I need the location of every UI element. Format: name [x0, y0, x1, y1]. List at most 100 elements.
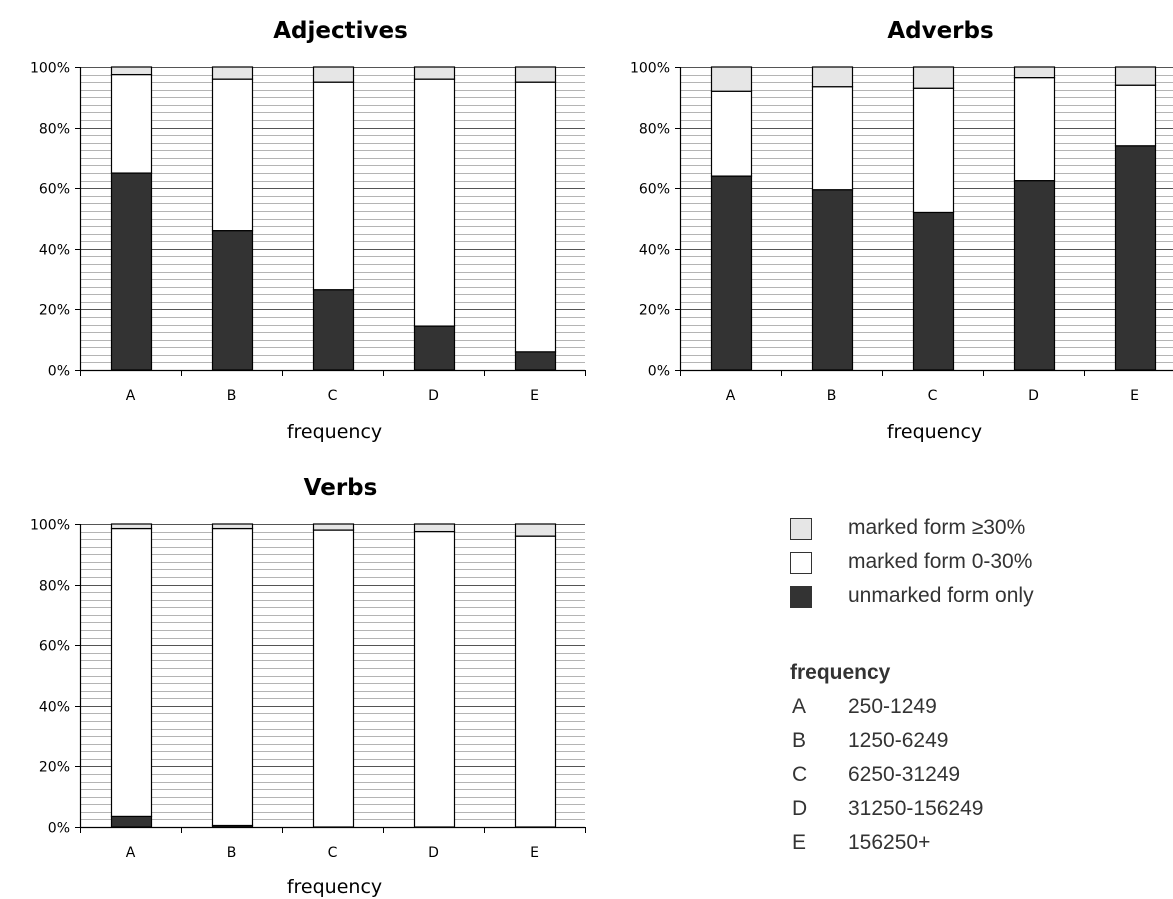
- y-tick-label: 80%: [639, 122, 670, 138]
- frequency-key-letter: B: [792, 729, 807, 752]
- bar-segment-unmarked: [1114, 145, 1157, 371]
- x-tick-label: E: [1130, 388, 1139, 404]
- bar-segment-marked-30: [811, 66, 854, 88]
- bar-segment-marked-0-30: [312, 529, 355, 828]
- frequency-key-letter: E: [792, 831, 807, 854]
- frequency-key-range: 156250+: [848, 831, 931, 854]
- x-tick-label: D: [428, 388, 439, 404]
- legend-swatch-unmarked: [790, 586, 812, 608]
- x-tick-label: C: [328, 388, 338, 404]
- x-tick-label: A: [126, 845, 136, 861]
- bar-segment-marked-30: [413, 523, 456, 533]
- y-tick-label: 40%: [639, 243, 670, 259]
- bar-segment-marked-0-30: [211, 527, 254, 827]
- x-axis-label: frequency: [287, 421, 382, 443]
- bar-segment-marked-0-30: [710, 90, 753, 177]
- bar-segment-marked-0-30: [514, 81, 557, 353]
- y-tick-label: 100%: [30, 61, 70, 77]
- y-tick-label: 60%: [639, 182, 670, 198]
- chart-panel: 0% 20% 40% 60% 80% 100% A B C D E Verbs frequency: [30, 475, 586, 898]
- bar-segment-marked-0-30: [912, 87, 955, 214]
- legend-label-marked-30: marked form ≥30%: [848, 516, 1026, 539]
- chart-title: Adverbs: [887, 18, 993, 44]
- y-tick-label: 100%: [630, 61, 670, 77]
- x-tick-label: B: [827, 388, 837, 404]
- bar-segment-marked-0-30: [811, 86, 854, 191]
- bar-segment-marked-30: [110, 66, 153, 76]
- bar-segment-marked-30: [312, 523, 355, 531]
- y-tick-label: 20%: [39, 760, 70, 776]
- bar-segment-marked-0-30: [413, 78, 456, 327]
- chart-title: Adjectives: [273, 18, 408, 44]
- x-axis-label: frequency: [887, 421, 982, 443]
- y-tick-label: 0%: [48, 821, 70, 837]
- bar-segment-unmarked: [1013, 180, 1056, 371]
- y-tick-label: 60%: [39, 639, 70, 655]
- x-tick-label: E: [530, 388, 539, 404]
- legend-label-unmarked: unmarked form only: [848, 584, 1034, 607]
- frequency-key-range: 1250-6249: [848, 729, 949, 752]
- bar-segment-marked-30: [211, 66, 254, 80]
- frequency-key-title: frequency: [790, 661, 891, 684]
- legend-swatch-marked-30: [790, 518, 812, 540]
- bar-segment-unmarked: [110, 815, 153, 828]
- bar-segment-marked-0-30: [211, 78, 254, 232]
- frequency-key-letter: A: [792, 695, 807, 718]
- bar-segment-marked-30: [110, 523, 153, 530]
- bar-segment-marked-0-30: [1013, 77, 1056, 182]
- x-tick-label: E: [530, 845, 539, 861]
- bar-segment-marked-0-30: [1114, 84, 1157, 147]
- bar-segment-marked-30: [1013, 66, 1056, 79]
- y-tick-label: 20%: [39, 303, 70, 319]
- frequency-key-range: 31250-156249: [848, 797, 984, 820]
- chart-panel: 0% 20% 40% 60% 80% 100% A B C D E Adjectives frequen…: [30, 18, 586, 443]
- bar-segment-marked-30: [413, 66, 456, 80]
- y-tick-label: 80%: [39, 579, 70, 595]
- x-tick-label: B: [227, 845, 237, 861]
- x-tick-label: C: [328, 845, 338, 861]
- y-tick-label: 80%: [39, 122, 70, 138]
- legend-label-marked-0-30: marked form 0-30%: [848, 550, 1033, 573]
- bar-segment-marked-30: [211, 523, 254, 530]
- bar-segment-marked-30: [710, 66, 753, 92]
- bar-segment-marked-30: [514, 66, 557, 83]
- bar-segment-marked-30: [1114, 66, 1157, 86]
- x-tick-label: A: [126, 388, 136, 404]
- legend-swatch-marked-0-30: [790, 552, 812, 574]
- x-tick-label: D: [428, 845, 439, 861]
- bar-segment-marked-0-30: [312, 81, 355, 291]
- x-tick-label: A: [726, 388, 736, 404]
- y-tick-label: 40%: [39, 700, 70, 716]
- bar-segment-unmarked: [211, 230, 254, 371]
- y-tick-label: 0%: [48, 364, 70, 380]
- y-tick-label: 40%: [39, 243, 70, 259]
- frequency-key-range: 6250-31249: [848, 763, 961, 786]
- bar-segment-unmarked: [912, 211, 955, 371]
- bar-segment-marked-0-30: [110, 73, 153, 174]
- bar-segment-unmarked: [514, 351, 557, 371]
- bar-segment-marked-0-30: [110, 527, 153, 817]
- y-tick-label: 60%: [39, 182, 70, 198]
- bar-segment-marked-30: [312, 66, 355, 83]
- frequency-key-letter: C: [792, 763, 808, 786]
- chart-panel: 0% 20% 40% 60% 80% 100% A B C D E Adverbs frequency: [630, 18, 1173, 443]
- bar-segment-unmarked: [811, 189, 854, 371]
- chart-title: Verbs: [304, 475, 378, 501]
- x-tick-label: C: [928, 388, 938, 404]
- bar-segment-marked-30: [514, 523, 557, 537]
- bar-segment-unmarked: [710, 175, 753, 371]
- bar-segment-marked-30: [912, 66, 955, 89]
- x-tick-label: B: [227, 388, 237, 404]
- bar-segment-marked-0-30: [514, 535, 557, 828]
- x-tick-label: D: [1028, 388, 1039, 404]
- bar-segment-marked-0-30: [413, 530, 456, 828]
- bar-segment-unmarked: [312, 289, 355, 371]
- y-tick-label: 20%: [639, 303, 670, 319]
- bar-segment-unmarked: [413, 325, 456, 371]
- frequency-key-range: 250-1249: [848, 695, 937, 718]
- y-tick-label: 0%: [648, 364, 670, 380]
- frequency-key-letter: D: [792, 797, 808, 820]
- x-axis-label: frequency: [287, 876, 382, 898]
- bar-segment-unmarked: [110, 172, 153, 371]
